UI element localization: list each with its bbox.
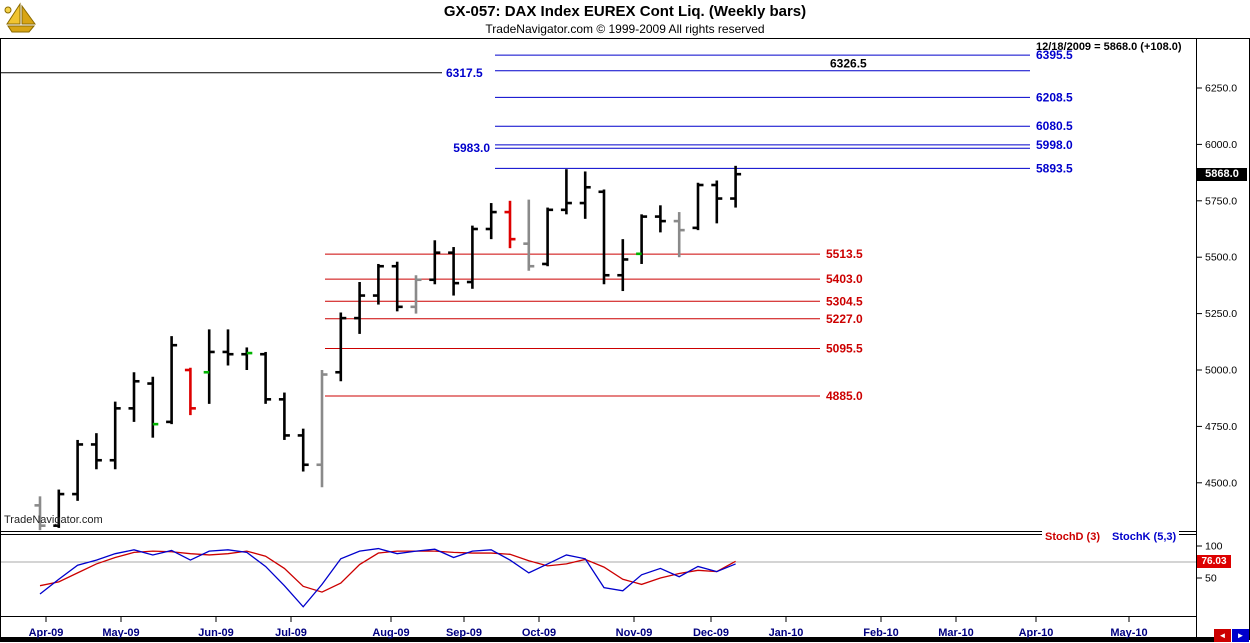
stoch-tick-label: 100 [1205,541,1223,553]
level-price-label: 5893.5 [1036,161,1073,175]
stochastic-legend: StochD (3) StochK (5,3) [1042,531,1180,543]
stochk-line [39,547,736,608]
month-label: Apr-09 [29,627,64,639]
sailboat-logo-icon [4,2,36,33]
watermark-text: TradeNavigator.com [4,514,103,526]
current-price-tag: 5868.0 [1197,168,1247,181]
bottom-axis-bar [0,637,1214,642]
month-label: May-09 [102,627,139,639]
scroll-left-button[interactable]: ◄ [1214,629,1231,642]
price-tick-label: 4750.0 [1205,421,1237,433]
level-price-label: 5983.0 [453,141,490,155]
level-price-label: 5095.5 [826,341,863,355]
stochd-legend-label: StochD (3) [1045,531,1100,543]
level-price-label: 6326.5 [830,57,867,71]
level-price-label: 6208.5 [1036,90,1073,104]
price-tick-label: 5250.0 [1205,308,1237,320]
level-price-label: 6080.5 [1036,119,1073,133]
month-label: Oct-09 [522,627,556,639]
chart-title: GX-057: DAX Index EUREX Cont Liq. (Weekl… [443,3,807,20]
price-tick-label: 5750.0 [1205,195,1237,207]
month-label: Mar-10 [938,627,973,639]
month-label: Jun-09 [198,627,233,639]
trade-navigator-logo [2,2,40,34]
level-price-label: 5403.0 [826,272,863,286]
level-price-label: 5998.0 [1036,138,1073,152]
stoch-tick-label: 50 [1205,573,1217,585]
price-tick-label: 5500.0 [1205,252,1237,264]
level-price-label: 6395.5 [1036,48,1073,62]
level-price-label: 5304.5 [826,294,863,308]
stochk-legend-label: StochK (5,3) [1112,531,1177,543]
month-label: Nov-09 [616,627,653,639]
month-label: Apr-10 [1019,627,1054,639]
level-price-label: 4885.0 [826,389,863,403]
stochastic-value-tag: 76.03 [1197,555,1231,568]
month-label: Sep-09 [446,627,482,639]
last-quote-readout: 12/18/2009 = 5868.0 (+108.0) [1036,41,1182,53]
copyright-line: TradeNavigator.com © 1999-2009 All right… [485,22,765,36]
month-label: Aug-09 [372,627,409,639]
stochd-line [39,550,736,593]
price-tick-label: 4500.0 [1205,477,1237,489]
price-tick-label: 6000.0 [1205,139,1237,151]
month-label: May-10 [1110,627,1147,639]
level-price-label: 5227.0 [826,312,863,326]
price-tick-label: 6250.0 [1205,83,1237,95]
month-label: Jul-09 [275,627,307,639]
level-price-label: 5513.5 [826,247,863,261]
month-label: Feb-10 [863,627,898,639]
scroll-right-button[interactable]: ► [1232,629,1249,642]
month-label: Jan-10 [769,627,804,639]
price-tick-label: 5000.0 [1205,365,1237,377]
month-label: Dec-09 [693,627,729,639]
level-price-label: 6317.5 [446,66,483,80]
